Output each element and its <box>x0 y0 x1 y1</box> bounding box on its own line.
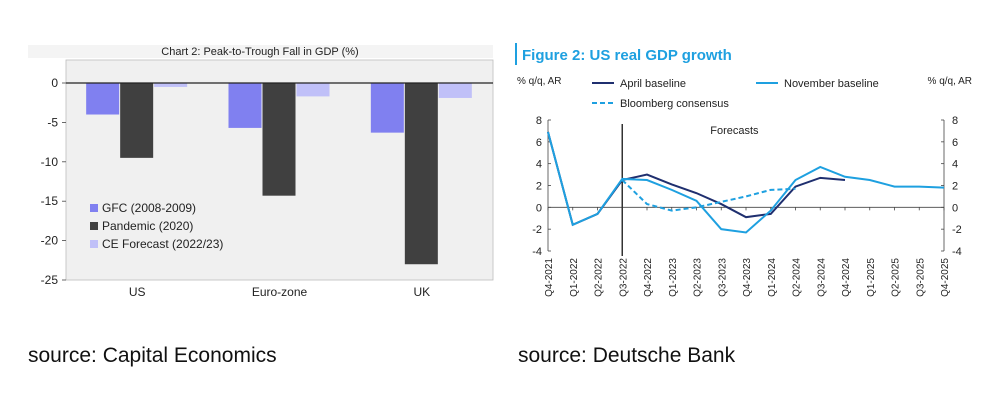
bar <box>120 83 154 158</box>
legend-swatch <box>90 204 98 212</box>
y-tick-label: -5 <box>47 115 58 129</box>
us-gdp-growth-line-chart: Figure 2: US real GDP growth % q/q, AR %… <box>512 40 982 310</box>
x-tick-label: Q2-2022 <box>594 258 605 297</box>
x-tick-label: Q3-2025 <box>915 258 926 297</box>
x-tick-label: Q3-2023 <box>717 258 728 297</box>
series-line <box>547 131 945 234</box>
y-tick-label: -15 <box>41 194 59 208</box>
bar <box>154 83 188 87</box>
x-tick-label: Q4-2024 <box>841 258 852 297</box>
legend-label: GFC (2008-2009) <box>102 201 196 215</box>
left-y-tick-label: 4 <box>536 159 542 171</box>
bar-chart-svg: Chart 2: Peak-to-Trough Fall in GDP (%) … <box>28 40 498 310</box>
bar <box>296 83 330 97</box>
y-tick-label: -25 <box>41 273 59 287</box>
right-y-tick-label: 8 <box>952 115 958 127</box>
legend-label: April baseline <box>620 78 686 90</box>
right-axis-unit-label: % q/q, AR <box>928 76 972 87</box>
left-source-caption: source: Capital Economics <box>28 344 277 367</box>
x-tick-label: Q1-2025 <box>866 258 877 297</box>
x-category-label: US <box>129 285 146 299</box>
x-tick-label: Q2-2024 <box>792 258 803 297</box>
x-tick-label: Q1-2022 <box>569 258 580 297</box>
legend-label: November baseline <box>784 78 879 90</box>
legend-swatch <box>90 222 98 230</box>
chart-title: Chart 2: Peak-to-Trough Fall in GDP (%) <box>161 46 358 58</box>
x-tick-label: Q2-2023 <box>693 258 704 297</box>
x-tick-label: Q4-2022 <box>643 258 654 297</box>
x-tick-label: Q1-2024 <box>767 258 778 297</box>
x-tick-label: Q4-2025 <box>940 258 951 297</box>
forecasts-annotation: Forecasts <box>710 125 759 137</box>
title-bar <box>28 45 493 58</box>
x-category-label: Euro-zone <box>252 285 308 299</box>
legend-label: CE Forecast (2022/23) <box>102 237 223 251</box>
chart-title: Figure 2: US real GDP growth <box>522 47 732 64</box>
left-y-tick-label: 2 <box>536 181 542 193</box>
bar <box>404 83 438 265</box>
y-tick-label: -10 <box>41 155 59 169</box>
right-y-tick-label: 0 <box>952 202 958 214</box>
x-tick-label: Q3-2022 <box>618 258 629 297</box>
bar <box>262 83 296 196</box>
x-tick-label: Q4-2021 <box>544 258 555 297</box>
legend-label: Bloomberg consensus <box>620 98 729 110</box>
title-accent-bar <box>515 43 517 65</box>
legend-label: Pandemic (2020) <box>102 219 193 233</box>
left-y-tick-label: -4 <box>532 246 542 258</box>
right-source-caption: source: Deutsche Bank <box>518 344 736 367</box>
right-y-tick-label: -2 <box>952 224 962 236</box>
y-tick-label: 0 <box>51 76 58 90</box>
left-y-tick-label: -2 <box>532 224 542 236</box>
left-y-tick-label: 6 <box>536 137 542 149</box>
x-tick-label: Q4-2023 <box>742 258 753 297</box>
series-line <box>621 179 796 212</box>
line-chart-svg: Figure 2: US real GDP growth % q/q, AR %… <box>515 43 972 297</box>
x-tick-label: Q1-2023 <box>668 258 679 297</box>
bar <box>228 83 262 128</box>
left-y-tick-label: 0 <box>536 202 542 214</box>
left-y-tick-label: 8 <box>536 115 542 127</box>
right-y-tick-label: 4 <box>952 159 958 171</box>
gdp-fall-bar-chart: Chart 2: Peak-to-Trough Fall in GDP (%) … <box>28 40 498 310</box>
bar <box>370 83 404 133</box>
legend-swatch <box>90 240 98 248</box>
x-tick-label: Q3-2024 <box>816 258 827 297</box>
y-tick-label: -20 <box>41 234 59 248</box>
right-y-tick-label: 6 <box>952 137 958 149</box>
right-y-tick-label: 2 <box>952 181 958 193</box>
bar <box>438 83 472 98</box>
bar <box>86 83 120 115</box>
x-tick-label: Q2-2025 <box>891 258 902 297</box>
x-category-label: UK <box>413 285 430 299</box>
left-axis-unit-label: % q/q, AR <box>517 76 561 87</box>
right-y-tick-label: -4 <box>952 246 962 258</box>
